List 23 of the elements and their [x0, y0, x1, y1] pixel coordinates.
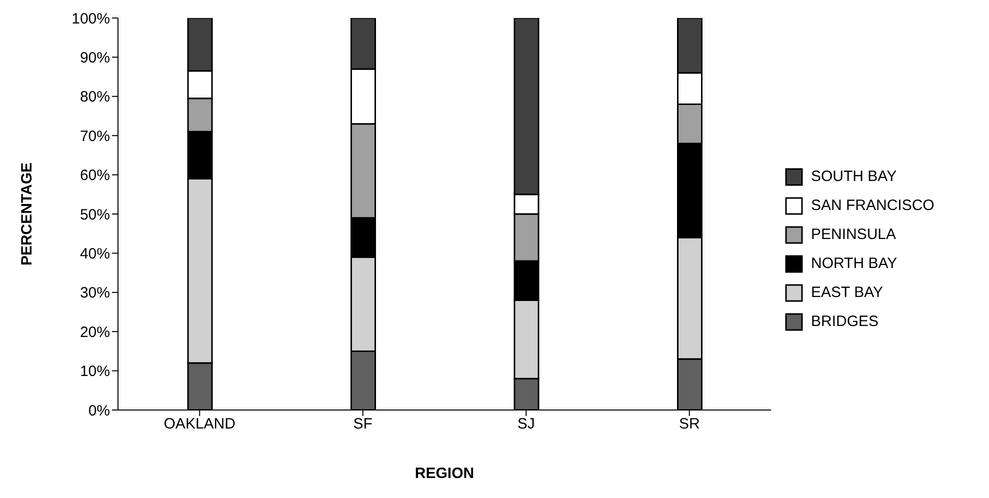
legend-label: NORTH BAY: [811, 255, 898, 272]
y-tick-label: 0%: [88, 402, 110, 420]
x-axis-title: REGION: [414, 465, 474, 482]
y-axis-title: PERCENTAGE: [18, 162, 36, 266]
y-tick-label: 90%: [80, 50, 110, 67]
x-tick-label: SJ: [517, 416, 535, 433]
y-tick-label: 20%: [80, 324, 110, 341]
legend-label: EAST BAY: [811, 284, 883, 301]
y-tick-label: 30%: [80, 284, 110, 302]
legend-label: SAN FRANCISCO: [811, 197, 934, 214]
y-tick-label: 60%: [80, 167, 110, 184]
x-tick-label: SF: [353, 416, 372, 433]
legend-label: BRIDGES: [811, 313, 879, 330]
legend-label: PENINSULA: [811, 226, 896, 243]
x-tick-label: SR: [678, 416, 700, 433]
y-tick-label: 40%: [80, 246, 110, 263]
x-tick-label: OAKLAND: [164, 416, 236, 433]
y-tick-label: 80%: [80, 88, 110, 106]
y-tick-label: 70%: [80, 128, 110, 145]
legend-label: SOUTH BAY: [811, 168, 897, 185]
y-tick-label: 10%: [80, 363, 110, 380]
y-tick-label: 50%: [80, 206, 110, 224]
y-tick-label: 100%: [72, 10, 110, 28]
